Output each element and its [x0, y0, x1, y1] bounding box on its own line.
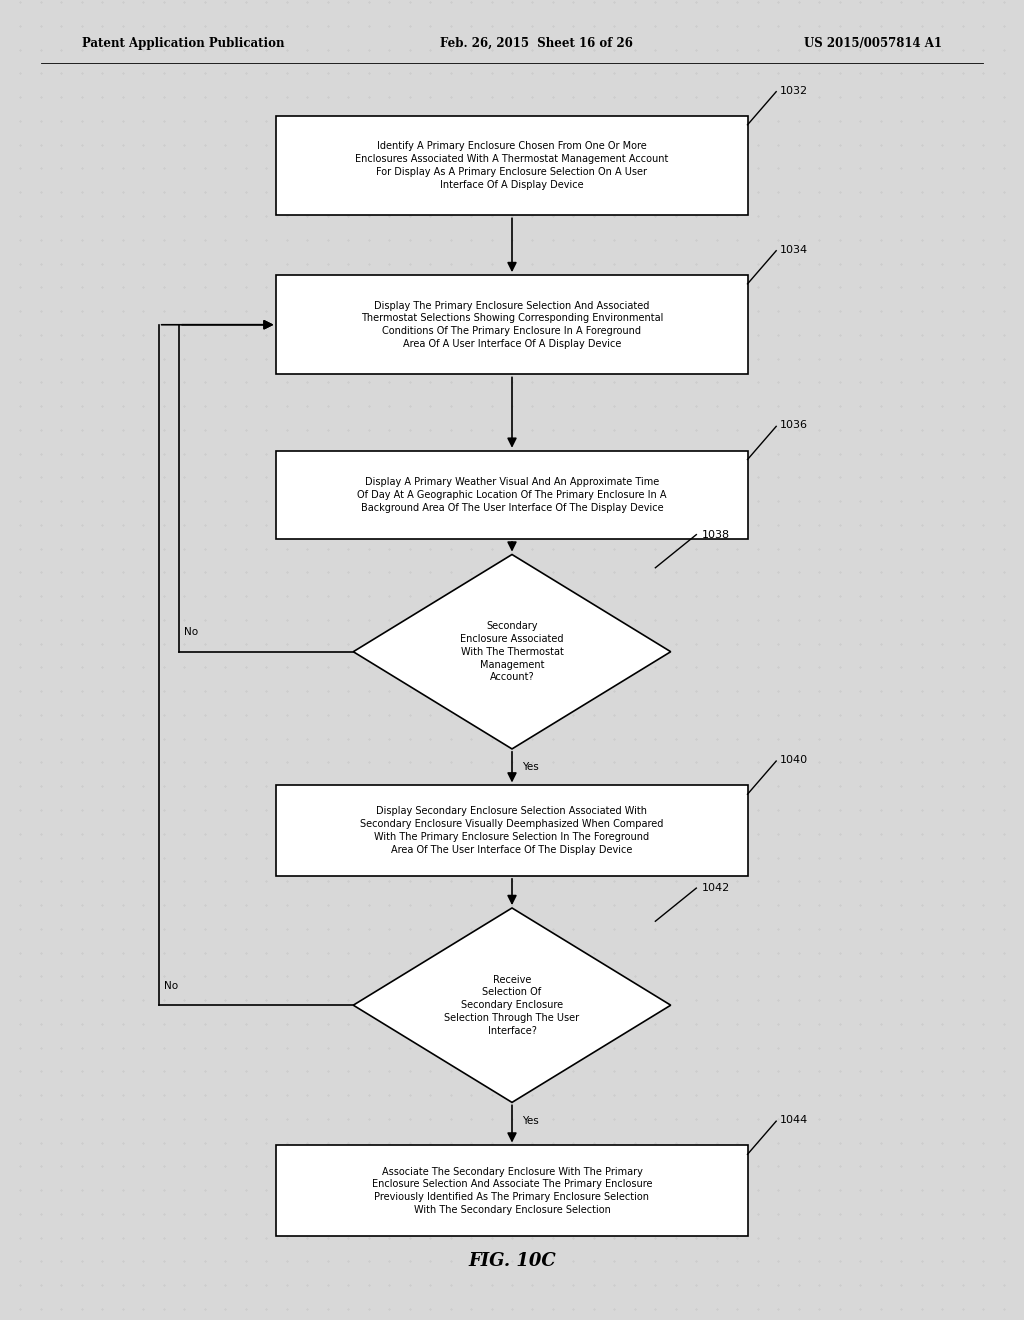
FancyBboxPatch shape — [276, 450, 748, 539]
Text: 1034: 1034 — [780, 244, 808, 255]
Text: 1044: 1044 — [780, 1115, 809, 1125]
Text: Secondary
Enclosure Associated
With The Thermostat
Management
Account?: Secondary Enclosure Associated With The … — [460, 622, 564, 682]
Text: 1038: 1038 — [701, 529, 729, 540]
Text: Yes: Yes — [522, 762, 539, 772]
FancyBboxPatch shape — [276, 1146, 748, 1236]
Text: US 2015/0057814 A1: US 2015/0057814 A1 — [804, 37, 942, 50]
Text: Display The Primary Enclosure Selection And Associated
Thermostat Selections Sho: Display The Primary Enclosure Selection … — [360, 301, 664, 348]
Text: Associate The Secondary Enclosure With The Primary
Enclosure Selection And Assoc: Associate The Secondary Enclosure With T… — [372, 1167, 652, 1214]
Text: Display Secondary Enclosure Selection Associated With
Secondary Enclosure Visual: Display Secondary Enclosure Selection As… — [360, 807, 664, 855]
Text: Yes: Yes — [522, 1115, 539, 1126]
Text: Patent Application Publication: Patent Application Publication — [82, 37, 285, 50]
Polygon shape — [353, 908, 671, 1102]
Text: No: No — [164, 981, 178, 991]
FancyBboxPatch shape — [276, 275, 748, 375]
Text: Identify A Primary Enclosure Chosen From One Or More
Enclosures Associated With : Identify A Primary Enclosure Chosen From… — [355, 141, 669, 190]
Text: Feb. 26, 2015  Sheet 16 of 26: Feb. 26, 2015 Sheet 16 of 26 — [440, 37, 633, 50]
Polygon shape — [353, 554, 671, 748]
Text: Receive
Selection Of
Secondary Enclosure
Selection Through The User
Interface?: Receive Selection Of Secondary Enclosure… — [444, 974, 580, 1036]
Text: 1036: 1036 — [780, 420, 808, 430]
Text: Display A Primary Weather Visual And An Approximate Time
Of Day At A Geographic : Display A Primary Weather Visual And An … — [357, 477, 667, 512]
Text: No: No — [184, 627, 199, 638]
FancyBboxPatch shape — [276, 116, 748, 215]
Text: 1042: 1042 — [701, 883, 730, 894]
Text: 1032: 1032 — [780, 86, 808, 95]
Text: 1040: 1040 — [780, 755, 808, 766]
Text: FIG. 10C: FIG. 10C — [468, 1251, 556, 1270]
FancyBboxPatch shape — [276, 785, 748, 876]
